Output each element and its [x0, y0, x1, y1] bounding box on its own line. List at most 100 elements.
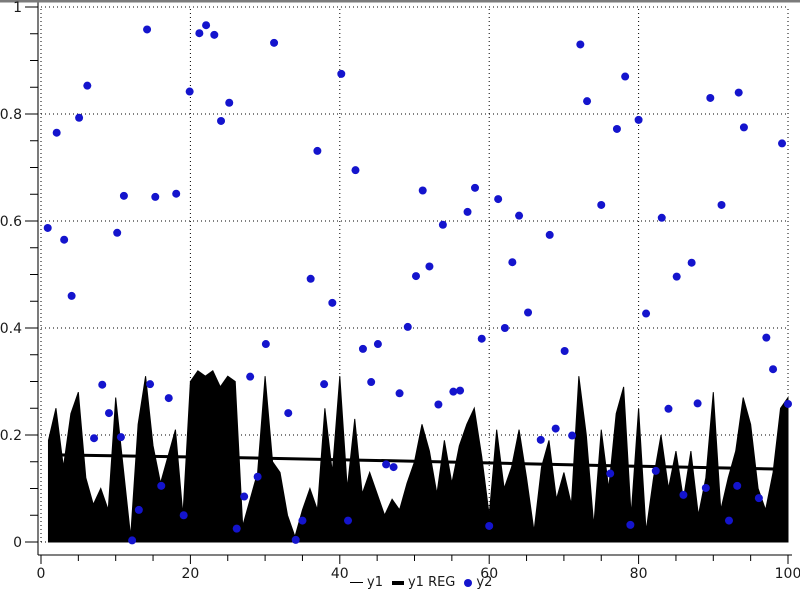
scatter-point	[395, 389, 404, 398]
scatter-point	[733, 481, 742, 490]
scatter-point	[146, 380, 155, 389]
scatter-point	[739, 123, 748, 132]
scatter-point	[232, 524, 241, 533]
scatter-point	[134, 505, 143, 514]
scatter-point	[195, 29, 204, 38]
scatter-point	[328, 298, 337, 307]
scatter-point	[270, 38, 279, 47]
scatter-point	[284, 409, 293, 418]
scatter-point	[313, 146, 322, 155]
y-tick-label-0.6: 0.6	[0, 214, 22, 230]
scatter-point	[524, 308, 533, 317]
scatter-point	[536, 435, 545, 444]
scatter-point	[116, 433, 125, 442]
scatter-point	[164, 394, 173, 403]
y-tick-label-0.2: 0.2	[0, 428, 22, 444]
scatter-point	[706, 93, 715, 102]
scatter-point	[672, 272, 681, 281]
scatter-point	[128, 536, 137, 545]
scatter-point	[693, 399, 702, 408]
scatter-point	[60, 235, 69, 244]
x-tick-label-40: 40	[331, 566, 349, 582]
scatter-point	[143, 25, 152, 34]
regression-line-y1-reg	[48, 453, 789, 471]
scatter-point	[679, 490, 688, 499]
chart-legend: y1 y1 REG y2	[350, 575, 492, 590]
scatter-point	[508, 258, 517, 267]
scatter-point	[734, 88, 743, 97]
scatter-point	[449, 387, 458, 396]
scatter-point	[717, 200, 726, 209]
scatter-point	[389, 463, 398, 472]
dot-swatch-icon	[464, 578, 473, 587]
scatter-point	[576, 40, 585, 49]
scatter-point	[351, 166, 360, 175]
scatter-point	[438, 220, 447, 229]
x-tick-label-0: 0	[37, 566, 46, 582]
scatter-point	[185, 87, 194, 96]
x-tick-label-60: 60	[480, 566, 498, 582]
scatter-point	[687, 258, 696, 267]
scatter-point	[485, 521, 494, 530]
scatter-point	[769, 365, 778, 374]
legend-item-y1: y1	[350, 575, 383, 590]
scatter-point	[210, 30, 219, 39]
scatter-point	[291, 535, 300, 544]
scatter-point	[75, 113, 84, 122]
scatter-point	[612, 124, 621, 133]
scatter-point	[403, 322, 412, 331]
x-tick-label-20: 20	[181, 566, 199, 582]
scatter-point	[418, 186, 427, 195]
scatter-point	[456, 386, 465, 395]
scatter-point	[583, 97, 592, 106]
scatter-point	[626, 520, 635, 529]
scatter-point	[515, 211, 524, 220]
scatter-point	[606, 469, 615, 478]
scatter-point	[298, 516, 307, 525]
legend-label-y1: y1	[367, 575, 383, 590]
scatter-point	[560, 347, 569, 356]
scatter-point	[337, 69, 346, 78]
scatter-point	[463, 207, 472, 216]
legend-item-y1-reg: y1 REG	[391, 575, 456, 590]
scatter-point	[425, 262, 434, 271]
scatter-point	[597, 200, 606, 209]
scatter-point	[657, 213, 666, 222]
scatter-point	[151, 192, 160, 201]
scatter-point	[320, 380, 329, 389]
scatter-point	[43, 223, 52, 232]
legend-label-y2: y2	[476, 575, 493, 590]
scatter-point	[701, 483, 710, 492]
scatter-point	[83, 81, 92, 90]
scatter-point	[411, 272, 420, 281]
scatter-point	[67, 291, 76, 300]
scatter-point	[500, 324, 509, 332]
y-tick-label-0.8: 0.8	[0, 107, 22, 123]
legend-label-y1-reg: y1 REG	[407, 575, 456, 590]
scatter-point	[246, 372, 255, 381]
scatter-point	[261, 340, 270, 349]
scatter-point	[172, 189, 181, 198]
scatter-point	[373, 340, 382, 349]
scatter-point	[762, 333, 771, 342]
scatter-point	[98, 380, 107, 389]
scatter-point	[568, 431, 577, 440]
scatter-point	[119, 191, 128, 200]
scatter-point	[157, 481, 166, 490]
scatter-point	[651, 466, 660, 475]
scatter-point	[724, 516, 733, 525]
y-tick-label-0: 0	[13, 535, 22, 551]
x-tick-label-100: 100	[775, 566, 800, 582]
scatter-point	[240, 492, 249, 501]
scatter-point	[642, 309, 651, 318]
scatter-point	[784, 399, 792, 408]
scatter-point	[477, 334, 486, 343]
scatter-point	[306, 274, 315, 283]
scatter-point	[358, 344, 367, 353]
scatter-point	[90, 434, 99, 443]
scatter-point	[634, 115, 643, 124]
scatter-point	[664, 404, 673, 413]
scatter-point	[225, 98, 234, 107]
